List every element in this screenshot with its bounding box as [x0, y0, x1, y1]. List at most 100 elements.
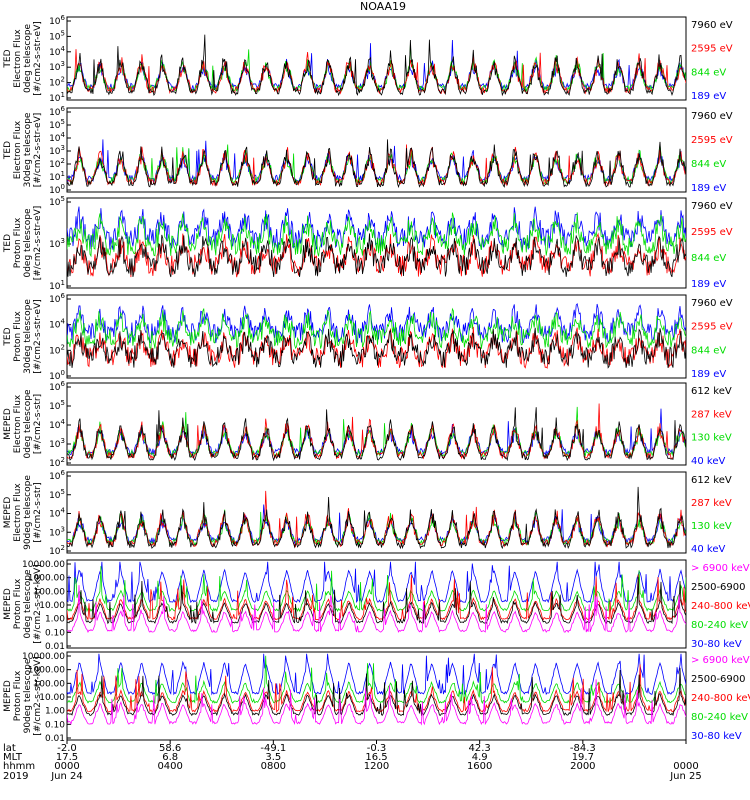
y-axis-label-line: TED	[3, 234, 13, 253]
series-612-kev	[67, 407, 686, 462]
x-tick-mlt: 3.5	[265, 752, 281, 763]
panel-6: 102 103 104 105 106 MEPEDElectron Flux90deg t…	[3, 469, 732, 557]
x-tick-hhmm: 0800	[261, 761, 286, 772]
y-tick-label: 10000.00	[22, 560, 65, 570]
y-tick-label: 104	[49, 418, 65, 431]
y-tick-exponent: 3	[61, 525, 65, 533]
y-axis-label-line: TED	[3, 141, 13, 160]
y-tick-label: 106	[49, 105, 65, 118]
y-tick-label: 10.00	[39, 601, 65, 611]
y-tick-label: 1.00	[45, 615, 65, 625]
channel-label: 612 keV	[691, 475, 732, 486]
x-tick-hhmm: 1200	[364, 761, 389, 772]
y-tick-exponent: 3	[61, 60, 65, 68]
panel-8: 0.010.101.0010.00100.001000.0010000.00ME…	[3, 651, 750, 744]
series--6900-kev	[67, 679, 686, 726]
channel-label: 189 eV	[691, 183, 726, 194]
trace-group	[67, 206, 686, 278]
y-tick-exponent: 5	[61, 195, 65, 203]
channel-label: 130 keV	[691, 433, 732, 444]
series-7960-ev	[67, 233, 686, 278]
y-tick-label: 102	[49, 544, 65, 557]
x-tick-date: Jun 25	[669, 771, 702, 782]
series-240-800-kev	[67, 664, 686, 713]
y-tick-exponent: 0	[61, 183, 65, 191]
trace-group	[67, 139, 686, 189]
y-axis-label-line: [#/cm2-s-str-keV]	[33, 564, 43, 643]
y-tick-label: 104	[49, 507, 65, 520]
series-240-800-kev	[67, 574, 686, 621]
y-tick-label: 105	[49, 399, 65, 412]
x-tick-lat: -0.3	[367, 743, 387, 754]
channel-label: 844 eV	[691, 253, 726, 264]
trace-group	[67, 561, 686, 633]
y-axis-label: TEDProton Flux0deg telescope[#/cm2-s-str…	[3, 206, 43, 281]
channel-label: 2595 eV	[691, 44, 733, 55]
channel-label: 130 keV	[691, 521, 732, 532]
y-axis-label-line: Electron Flux	[13, 483, 23, 542]
y-axis-label-line: [#/cm2-s-str-eV]	[33, 206, 43, 281]
y-axis-label-line: TED	[3, 49, 13, 68]
y-axis-label-line: MEPED	[3, 497, 13, 529]
trace-group	[67, 34, 686, 97]
y-axis-label-line: 30deg telescope	[23, 299, 33, 374]
y-axis-label-line: Proton Flux	[13, 311, 23, 362]
y-axis-label-line: Electron Flux	[13, 394, 23, 453]
y-tick-exponent: 6	[61, 380, 66, 388]
y-tick-exponent: 1	[61, 279, 65, 287]
series-80-240-kev	[67, 566, 686, 613]
y-axis-label-line: 0deg telescope	[23, 208, 33, 278]
y-tick-label: 0.01	[45, 734, 65, 744]
y-tick-label: 105	[49, 488, 65, 501]
channel-label: 40 keV	[691, 456, 725, 467]
y-tick-label: 104	[49, 45, 65, 58]
y-axis-label-line: [#/cm2-s-str-keV]	[33, 656, 43, 735]
panel-frame	[66, 382, 687, 466]
channel-label: 30-80 keV	[691, 639, 742, 650]
x-tick-lat: -84.3	[570, 743, 596, 754]
panel-frame	[66, 197, 687, 289]
y-tick-exponent: 6	[61, 292, 66, 300]
y-axis-label-line: 0deg telescope	[23, 389, 33, 459]
channel-label: 287 keV	[691, 409, 732, 420]
y-tick-exponent: 4	[61, 131, 66, 139]
series-2500-6900	[67, 577, 686, 625]
series-7960-ev	[67, 327, 686, 369]
y-tick-label: 100.00	[34, 587, 66, 597]
panel-3: 101 103 105 TEDProton Flux0deg telescope[#/…	[3, 195, 733, 292]
y-tick-label: 102	[49, 76, 65, 89]
y-axis-label-line: 0deg telescope	[23, 569, 33, 639]
panel-frame	[66, 16, 687, 101]
series-189-ev	[67, 206, 686, 251]
x-tick-mlt: 4.9	[472, 752, 488, 763]
series-612-kev	[67, 486, 686, 550]
y-axis-label: TEDProton Flux30deg telescope[#/cm2-s-st…	[3, 299, 43, 374]
y-axis-label-line: [#/cm2-s-str-eV]	[33, 299, 43, 374]
y-tick-exponent: 3	[61, 144, 65, 152]
x-row-label: lat	[3, 743, 16, 754]
y-tick-label: 104	[49, 131, 65, 144]
y-tick-exponent: 6	[61, 105, 66, 113]
channel-label: 7960 eV	[691, 20, 733, 31]
y-axis-label-line: Proton Flux	[13, 217, 23, 268]
channel-label: > 6900 keV	[691, 563, 750, 574]
y-axis-label-line: Proton Flux	[13, 578, 23, 629]
x-tick-lat: -2.0	[57, 743, 77, 754]
channel-label: 2595 eV	[691, 227, 733, 238]
y-tick-label: 101	[49, 91, 65, 104]
channel-label: 189 eV	[691, 279, 726, 290]
channel-label: 7960 eV	[691, 298, 733, 309]
x-row-label: MLT	[3, 752, 23, 763]
y-tick-label: 0.10	[45, 720, 65, 730]
y-axis-label-line: 30deg telescope	[23, 112, 33, 187]
channel-label: 80-240 keV	[691, 620, 748, 631]
y-tick-exponent: 2	[61, 544, 65, 552]
y-tick-label: 103	[49, 237, 65, 250]
x-tick-lat: 58.6	[159, 743, 181, 754]
channel-label: 287 keV	[691, 498, 732, 509]
x-tick-hhmm: 1600	[467, 761, 492, 772]
y-tick-exponent: 4	[61, 418, 66, 426]
y-axis-label: TEDElectron Flux30deg telescope[#/cm2-s-…	[3, 112, 43, 187]
